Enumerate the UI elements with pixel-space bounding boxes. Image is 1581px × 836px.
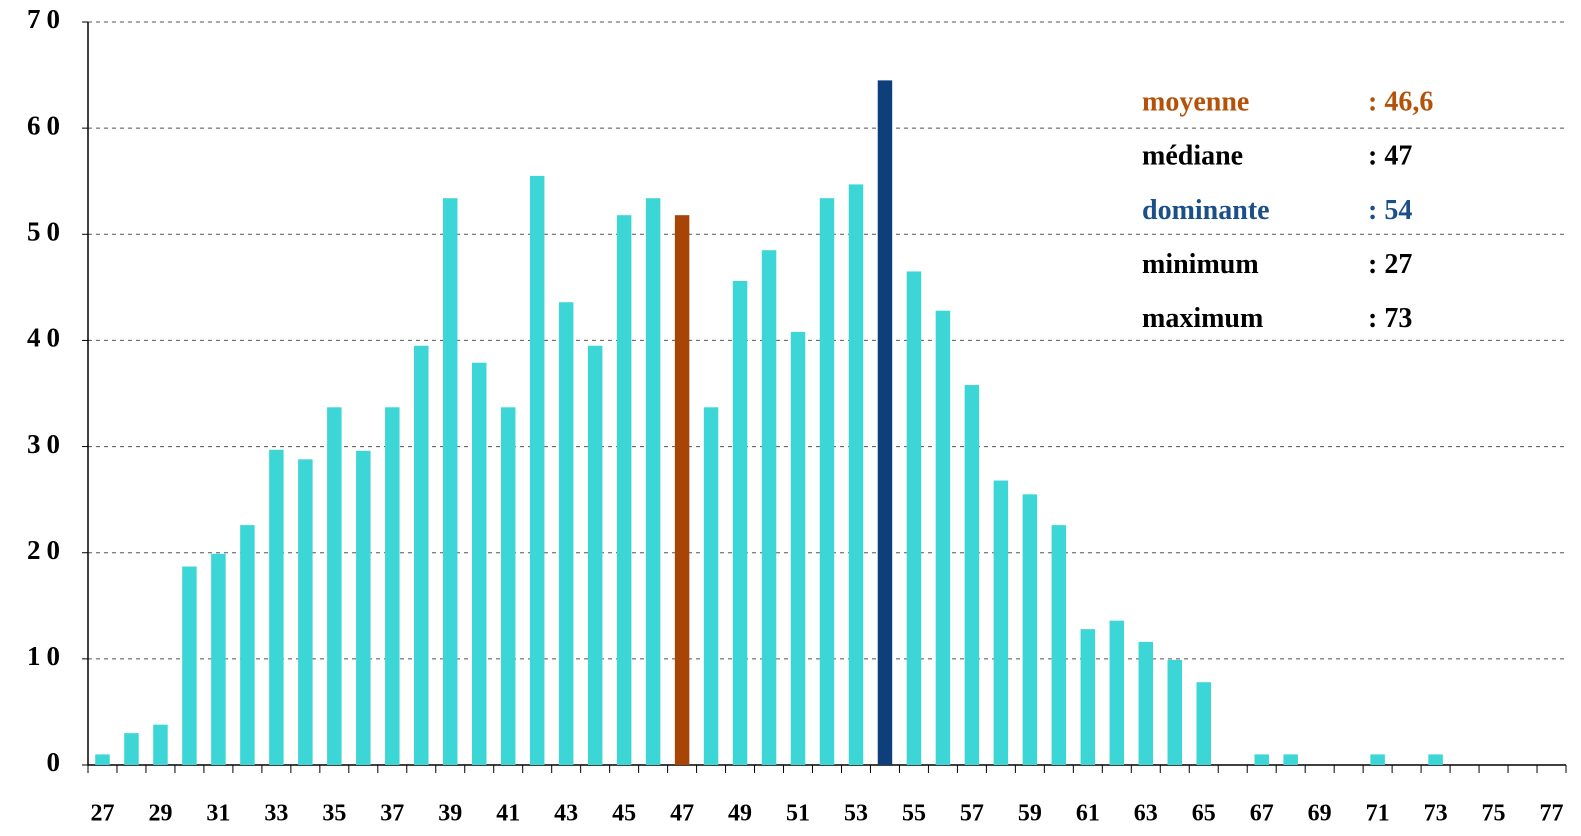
bar bbox=[935, 310, 951, 765]
bar bbox=[964, 385, 980, 765]
bar bbox=[1051, 525, 1067, 765]
x-tick-label: 67 bbox=[1250, 801, 1274, 827]
x-tick-label: 47 bbox=[670, 801, 694, 827]
x-tick-label: 51 bbox=[786, 801, 810, 827]
bar bbox=[211, 553, 226, 765]
y-tick-label: 10 bbox=[27, 641, 66, 671]
bar bbox=[385, 407, 400, 765]
x-tick-label: 49 bbox=[728, 801, 752, 827]
annotation-label: dominante bbox=[1142, 195, 1270, 226]
bar bbox=[500, 407, 516, 765]
annotation-label: moyenne bbox=[1142, 86, 1249, 117]
x-tick-label: 43 bbox=[554, 801, 578, 827]
bar bbox=[269, 449, 284, 765]
x-tick-label: 41 bbox=[496, 801, 520, 827]
x-tick-label: 45 bbox=[612, 801, 636, 827]
y-tick-label: 40 bbox=[27, 323, 66, 353]
bar bbox=[819, 198, 835, 765]
bar bbox=[587, 345, 603, 765]
x-tick-label: 75 bbox=[1482, 801, 1506, 827]
bar bbox=[298, 459, 313, 765]
annotation-value: : 46,6 bbox=[1368, 86, 1433, 117]
x-tick-label: 63 bbox=[1134, 801, 1158, 827]
x-tick-label: 33 bbox=[264, 801, 288, 827]
x-tick-label: 71 bbox=[1366, 801, 1390, 827]
annotation-label: maximum bbox=[1142, 303, 1263, 334]
y-tick-label: 20 bbox=[27, 535, 66, 565]
x-tick-label: 35 bbox=[322, 801, 346, 827]
bar bbox=[848, 184, 864, 766]
x-tick-label: 57 bbox=[960, 801, 984, 827]
bar bbox=[1428, 754, 1443, 765]
x-tick-label: 65 bbox=[1192, 801, 1216, 827]
y-tick-label: 60 bbox=[27, 110, 66, 140]
bar bbox=[1138, 641, 1154, 765]
bar bbox=[558, 302, 574, 765]
bar bbox=[327, 407, 342, 765]
bar bbox=[356, 450, 371, 765]
x-tick-label: 53 bbox=[844, 801, 868, 827]
y-tick-label: 0 bbox=[47, 747, 67, 777]
bar bbox=[732, 280, 748, 765]
bar bbox=[240, 525, 255, 765]
bar bbox=[443, 198, 458, 765]
x-tick-label: 31 bbox=[206, 801, 230, 827]
bar bbox=[414, 345, 429, 765]
bar bbox=[674, 215, 690, 765]
annotation-value: : 73 bbox=[1368, 303, 1412, 334]
x-tick-label: 39 bbox=[438, 801, 462, 827]
bar bbox=[1167, 659, 1183, 765]
x-tick-label: 55 bbox=[902, 801, 926, 827]
x-tick-label: 73 bbox=[1424, 801, 1448, 827]
y-tick-label: 50 bbox=[27, 216, 66, 246]
bar bbox=[1109, 620, 1125, 765]
bar bbox=[790, 331, 806, 765]
annotation-value: : 54 bbox=[1368, 195, 1412, 226]
bar bbox=[616, 215, 632, 765]
bar bbox=[1254, 754, 1269, 765]
bar bbox=[761, 250, 777, 765]
y-tick-label: 30 bbox=[27, 429, 66, 459]
bar bbox=[993, 480, 1009, 765]
x-tick-label: 27 bbox=[90, 801, 114, 827]
y-tick-label: 70 bbox=[27, 4, 66, 34]
x-tick-label: 61 bbox=[1076, 801, 1100, 827]
bar bbox=[1080, 629, 1096, 765]
x-tick-label: 29 bbox=[148, 801, 172, 827]
bar bbox=[645, 198, 661, 765]
x-tick-label: 37 bbox=[380, 801, 404, 827]
bar bbox=[877, 80, 893, 766]
bar bbox=[95, 754, 110, 765]
bar bbox=[703, 407, 719, 765]
bar bbox=[529, 175, 545, 765]
x-tick-label: 59 bbox=[1018, 801, 1042, 827]
bar bbox=[1022, 494, 1038, 765]
bar bbox=[124, 733, 139, 765]
annotation-label: minimum bbox=[1142, 249, 1259, 280]
annotation-label: médiane bbox=[1142, 141, 1243, 172]
bar bbox=[1370, 754, 1385, 765]
bar bbox=[1196, 682, 1211, 765]
bar bbox=[471, 362, 487, 765]
bar bbox=[906, 271, 922, 765]
x-tick-label: 69 bbox=[1308, 801, 1332, 827]
annotation-value: : 27 bbox=[1368, 249, 1412, 280]
bar bbox=[182, 566, 197, 765]
x-tick-label: 77 bbox=[1540, 801, 1564, 827]
bar bbox=[153, 724, 168, 765]
annotation-value: : 47 bbox=[1368, 141, 1412, 172]
bar bbox=[1283, 754, 1298, 765]
